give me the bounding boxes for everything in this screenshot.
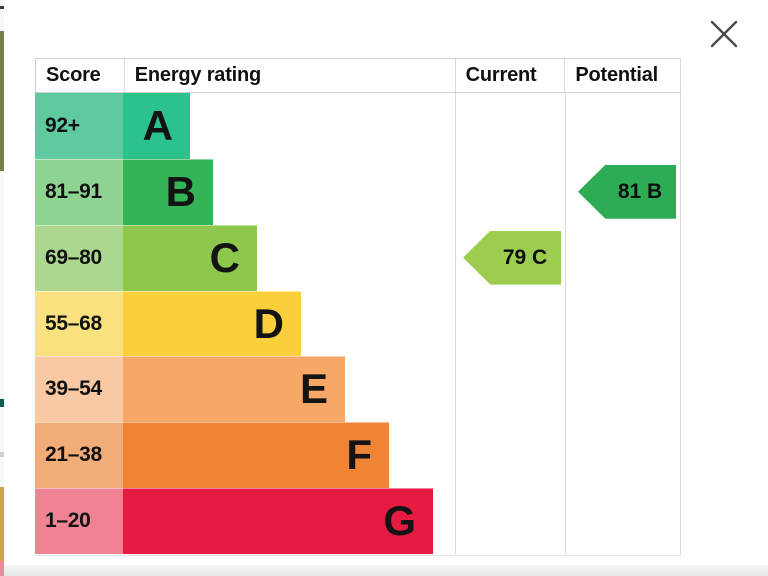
band-letter: B bbox=[165, 167, 196, 215]
score-cell: 81–91 bbox=[35, 158, 123, 225]
sliver-segment bbox=[0, 399, 4, 407]
background-page-sliver bbox=[0, 0, 4, 576]
potential-column: 81 B bbox=[565, 93, 681, 554]
score-cell: 92+ bbox=[35, 93, 123, 159]
sliver-segment bbox=[0, 561, 4, 576]
close-button[interactable] bbox=[704, 14, 744, 54]
band-letter: D bbox=[253, 299, 284, 347]
rating-bar: C bbox=[123, 224, 257, 291]
current-rating-arrow: 79 C bbox=[463, 230, 561, 285]
table-header-row: Score Energy rating Current Potential bbox=[35, 58, 681, 93]
score-cell: 69–80 bbox=[35, 224, 123, 291]
rating-bar: F bbox=[123, 422, 389, 489]
band-letter: E bbox=[299, 365, 328, 413]
rating-bar: E bbox=[123, 356, 345, 423]
page-content-below-modal bbox=[0, 565, 768, 576]
table-body: 92+ A 81–91 B 69–80 C 55–68 D 39–54 E bbox=[35, 93, 681, 556]
rating-bar: G bbox=[123, 488, 433, 555]
score-cell: 21–38 bbox=[35, 422, 123, 489]
score-column-header: Score bbox=[46, 64, 101, 86]
rating-bands: 92+ A 81–91 B 69–80 C 55–68 D 39–54 E bbox=[35, 93, 455, 555]
potential-rating-arrow: 81 B bbox=[578, 164, 676, 219]
epc-row-f: 21–38 F bbox=[35, 422, 455, 489]
band-letter: F bbox=[346, 431, 372, 479]
score-cell: 39–54 bbox=[35, 356, 123, 423]
epc-row-e: 39–54 E bbox=[35, 356, 455, 423]
rating-bar: B bbox=[123, 158, 213, 225]
score-cell: 55–68 bbox=[35, 290, 123, 357]
sliver-segment bbox=[0, 31, 4, 171]
epc-row-g: 1–20 G bbox=[35, 488, 455, 555]
epc-row-d: 55–68 D bbox=[35, 290, 455, 357]
potential-column-header: Potential bbox=[564, 59, 680, 92]
epc-rating-table: Score Energy rating Current Potential 92… bbox=[35, 58, 681, 556]
sliver-segment bbox=[0, 452, 4, 457]
rating-bar: D bbox=[123, 290, 301, 357]
current-column-header: Current bbox=[454, 59, 565, 92]
close-icon bbox=[707, 17, 741, 51]
rating-bar: A bbox=[123, 93, 190, 159]
epc-row-a: 92+ A bbox=[35, 93, 455, 159]
sliver-segment bbox=[0, 487, 4, 561]
epc-row-c: 69–80 C bbox=[35, 224, 455, 291]
band-letter: C bbox=[209, 233, 240, 281]
sliver-segment bbox=[0, 6, 4, 9]
current-rating-label: 79 C bbox=[502, 245, 548, 269]
band-letter: G bbox=[383, 497, 416, 545]
band-letter: A bbox=[142, 101, 173, 149]
current-column: 79 C bbox=[455, 93, 565, 554]
energy-rating-column-header: Energy rating bbox=[123, 59, 455, 92]
potential-rating-label: 81 B bbox=[617, 179, 663, 203]
epc-row-b: 81–91 B bbox=[35, 158, 455, 225]
score-cell: 1–20 bbox=[35, 488, 123, 555]
